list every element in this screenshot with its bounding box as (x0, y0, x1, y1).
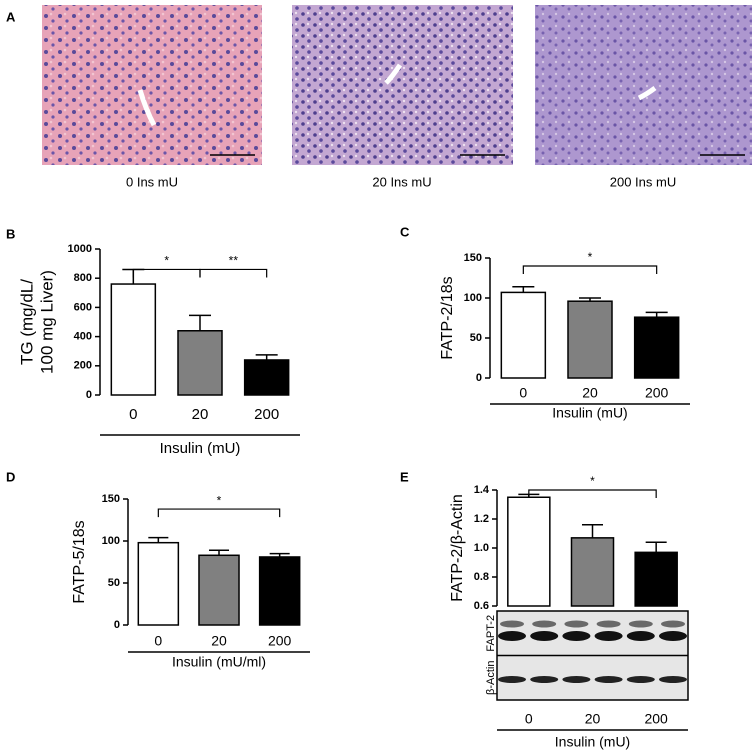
blot-band (626, 676, 655, 683)
x-axis-label: Insulin (mU) (160, 440, 241, 457)
y-tick-label: 50 (470, 332, 482, 344)
y-tick-label: 0 (86, 389, 92, 401)
x-tick-label: 0 (525, 711, 533, 727)
x-tick-label: 20 (582, 385, 598, 401)
vessel (137, 63, 657, 127)
histology-image (535, 5, 752, 165)
blot-band (659, 676, 687, 683)
panel-label: E (400, 469, 409, 484)
significance-label: * (217, 493, 222, 507)
x-tick-label: 200 (268, 633, 292, 649)
significance-bracket (199, 268, 268, 278)
y-tick-label: 0 (476, 372, 482, 384)
blot-band (500, 620, 524, 628)
x-tick-label: 20 (211, 633, 227, 649)
image-caption: 20 Ins mU (372, 174, 431, 189)
x-tick-label: 200 (644, 711, 668, 727)
blot-label: FAPT-2 (485, 615, 497, 652)
y-tick-label: 100 (464, 292, 482, 304)
y-tick-label: 150 (464, 252, 482, 264)
x-axis-label: Insulin (mU/ml) (172, 654, 266, 670)
blot-band (628, 620, 653, 628)
bar (258, 556, 301, 626)
blot-band (594, 631, 623, 641)
x-axis-label: Insulin (mU) (552, 405, 627, 421)
blot-band (530, 676, 559, 683)
y-tick-label: 800 (74, 272, 92, 284)
x-tick-label: 20 (192, 406, 209, 423)
blot-label: β-Actin (485, 661, 497, 695)
y-tick-label: 200 (74, 360, 92, 372)
y-axis-label: FATP-2/18s (439, 276, 456, 359)
y-axis-label: FATP-5/18s (71, 520, 88, 603)
x-tick-label: 0 (519, 385, 527, 401)
y-tick-label: 50 (108, 577, 120, 589)
x-axis-label: Insulin (mU) (555, 734, 630, 750)
y-axis-label: FATP-2/β-Actin (449, 494, 466, 602)
panel-label: B (6, 226, 15, 241)
blot-band (594, 676, 623, 683)
y-axis-label: 100 mg Liver) (37, 270, 56, 374)
blot-band (562, 631, 591, 641)
y-axis-label: TG (mg/dL/ (17, 279, 36, 365)
x-tick-label: 200 (645, 385, 669, 401)
bar (500, 291, 547, 379)
y-tick-label: 1000 (68, 243, 92, 255)
blot-band (498, 676, 526, 683)
x-tick-label: 20 (585, 711, 601, 727)
bar (137, 541, 180, 626)
panel-label: D (6, 469, 15, 484)
y-tick-label: 400 (74, 331, 92, 343)
blot-band (530, 631, 559, 641)
bar (567, 300, 613, 379)
blot-band (659, 631, 687, 641)
significance-bracket (132, 268, 201, 278)
bar (633, 316, 680, 379)
bar (198, 554, 240, 626)
y-tick-label: 0.8 (474, 571, 489, 583)
bar (507, 496, 551, 607)
blot-band (596, 620, 621, 628)
bar (634, 551, 678, 607)
blot-band (532, 620, 557, 628)
significance-label: * (164, 254, 169, 268)
y-tick-label: 0.6 (474, 600, 489, 612)
blot-band (498, 631, 526, 641)
blot-band (564, 620, 589, 628)
y-tick-label: 1.0 (474, 542, 489, 554)
panel-label: C (400, 224, 410, 239)
y-tick-label: 1.2 (474, 513, 489, 525)
panel-label: A (6, 9, 16, 24)
bar (570, 537, 615, 607)
significance-label: ** (229, 254, 239, 268)
blot-band (562, 676, 591, 683)
significance-bracket (157, 508, 281, 518)
significance-bracket (528, 489, 657, 498)
bar (243, 359, 290, 396)
y-tick-label: 600 (74, 301, 92, 313)
x-tick-label: 0 (129, 406, 137, 423)
y-tick-label: 150 (102, 493, 120, 505)
significance-label: * (588, 250, 593, 264)
x-tick-label: 200 (254, 406, 279, 423)
y-tick-label: 100 (102, 535, 120, 547)
y-tick-label: 0 (114, 619, 120, 631)
histology-image (42, 5, 262, 165)
bar (177, 330, 223, 396)
x-tick-label: 0 (154, 633, 162, 649)
significance-bracket (522, 265, 658, 274)
blot-band (661, 620, 685, 628)
significance-label: * (590, 474, 595, 488)
image-caption: 0 Ins mU (126, 174, 178, 189)
bar (110, 283, 157, 396)
histology-image (292, 5, 513, 165)
image-caption: 200 Ins mU (610, 174, 676, 189)
blot-band (626, 631, 655, 641)
y-tick-label: 1.4 (474, 484, 490, 496)
